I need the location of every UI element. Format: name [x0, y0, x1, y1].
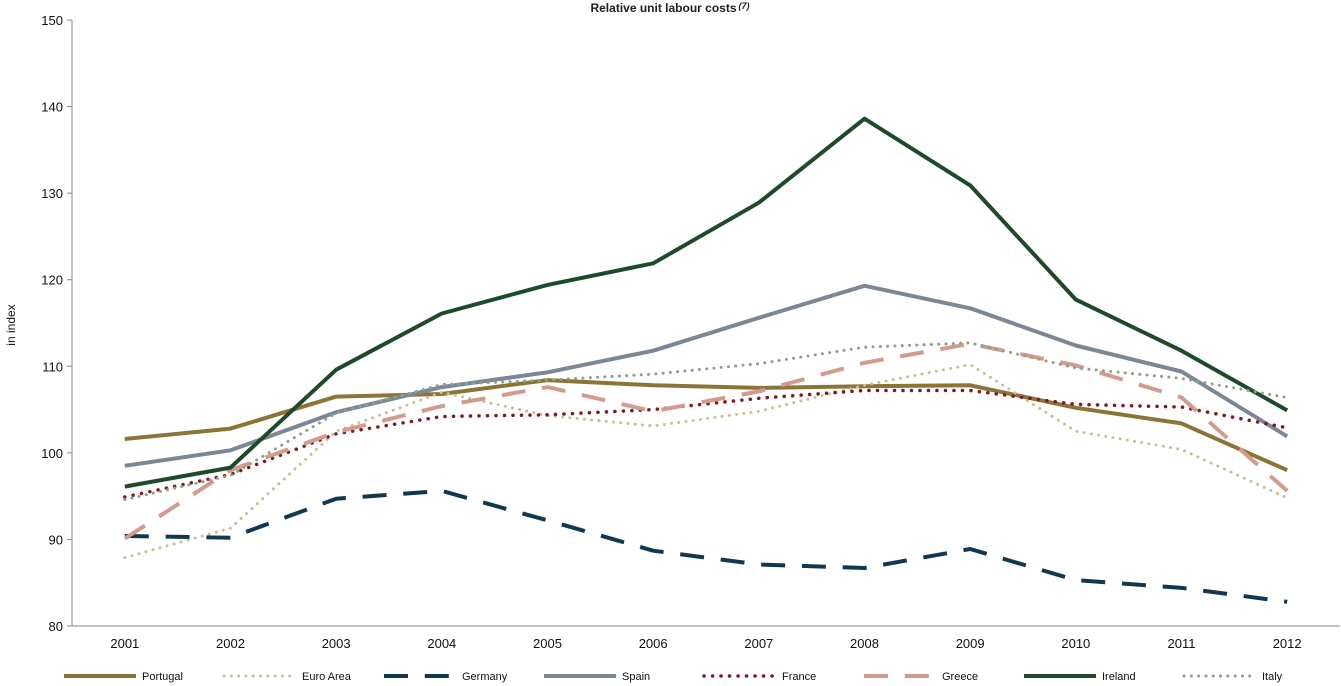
x-tick-label: 2002	[216, 636, 245, 651]
y-tick-label: 150	[41, 13, 63, 28]
legend-label: Euro Area	[302, 671, 352, 683]
legend-label: Greece	[942, 671, 978, 683]
series-line-greece	[123, 341, 1289, 541]
x-tick-label: 2008	[850, 636, 879, 651]
legend-label: France	[782, 671, 816, 683]
x-tick-label: 2005	[533, 636, 562, 651]
y-tick-label: 80	[49, 619, 63, 634]
x-ticks: 2001 2002 2003 2004 2005 2006 2007 2008 2009 2010…	[110, 636, 1301, 651]
legend: Portugal Euro Area Germany Spain France Greec…	[64, 671, 1283, 683]
series-line-france	[123, 388, 1289, 499]
legend-label: Italy	[1262, 671, 1283, 683]
x-tick-label: 2006	[639, 636, 668, 651]
series-line-portugal	[124, 378, 1289, 473]
chart-title-text: Relative unit labour costs	[590, 1, 736, 15]
series-line-euro-area	[123, 363, 1289, 560]
x-tick-label: 2007	[744, 636, 773, 651]
y-tick-label: 90	[49, 532, 63, 547]
chart-title: Relative unit labour costs (7)	[590, 1, 749, 15]
x-tick-label: 2003	[322, 636, 351, 651]
y-tick-label: 130	[41, 186, 63, 201]
y-axis-label: in index	[4, 304, 18, 345]
series-line-spain	[124, 283, 1289, 468]
x-tick-label: 2010	[1061, 636, 1090, 651]
x-tick-label: 2001	[110, 636, 139, 651]
y-tick-label: 140	[41, 100, 63, 115]
legend-label: Ireland	[1102, 671, 1136, 683]
x-tick-label: 2009	[956, 636, 985, 651]
y-tick-label: 100	[41, 446, 63, 461]
series-line-germany	[124, 488, 1288, 604]
chart-title-superscript: (7)	[739, 1, 750, 11]
y-tick-label: 120	[41, 273, 63, 288]
x-tick-label: 2004	[427, 636, 456, 651]
y-tick-label: 110	[42, 359, 63, 374]
legend-label: Germany	[462, 671, 508, 683]
x-tick-label: 2011	[1168, 636, 1196, 651]
x-tick-label: 2012	[1273, 636, 1302, 651]
y-ticks: 80 90 100 110 120 130 140 150	[41, 13, 72, 634]
legend-label: Spain	[622, 671, 650, 683]
series-line-ireland	[124, 116, 1289, 489]
series-group	[123, 116, 1289, 604]
legend-label: Portugal	[142, 671, 183, 683]
series-line-italy	[123, 341, 1289, 502]
